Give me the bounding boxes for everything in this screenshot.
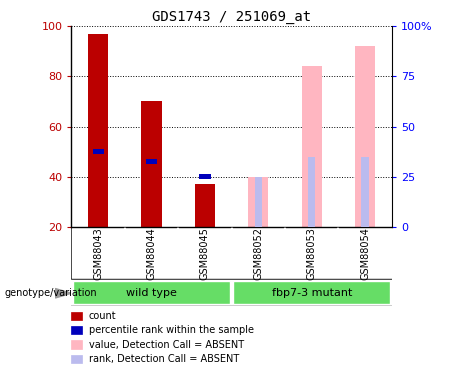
Bar <box>199 174 211 179</box>
Text: GSM88045: GSM88045 <box>200 226 210 280</box>
Bar <box>308 157 315 227</box>
Bar <box>195 184 215 227</box>
Bar <box>248 177 268 227</box>
Text: value, Detection Call = ABSENT: value, Detection Call = ABSENT <box>89 339 243 350</box>
Bar <box>361 157 369 227</box>
Title: GDS1743 / 251069_at: GDS1743 / 251069_at <box>152 10 311 24</box>
Bar <box>233 280 390 304</box>
Text: GSM88053: GSM88053 <box>307 226 317 280</box>
Text: GSM88044: GSM88044 <box>147 227 157 279</box>
Bar <box>73 280 230 304</box>
Bar <box>254 177 262 227</box>
Bar <box>355 46 375 227</box>
Bar <box>146 159 157 164</box>
Text: GSM88043: GSM88043 <box>93 227 103 279</box>
Text: wild type: wild type <box>126 288 177 297</box>
Text: fbp7-3 mutant: fbp7-3 mutant <box>272 288 352 297</box>
Bar <box>301 66 322 227</box>
Bar <box>142 102 162 227</box>
Text: percentile rank within the sample: percentile rank within the sample <box>89 325 254 335</box>
Bar <box>93 149 104 154</box>
Text: genotype/variation: genotype/variation <box>5 288 97 298</box>
Text: GSM88052: GSM88052 <box>254 226 263 280</box>
Bar <box>88 34 108 227</box>
Text: count: count <box>89 311 116 321</box>
Text: GSM88054: GSM88054 <box>360 226 370 280</box>
Polygon shape <box>55 288 71 298</box>
Text: rank, Detection Call = ABSENT: rank, Detection Call = ABSENT <box>89 354 239 364</box>
